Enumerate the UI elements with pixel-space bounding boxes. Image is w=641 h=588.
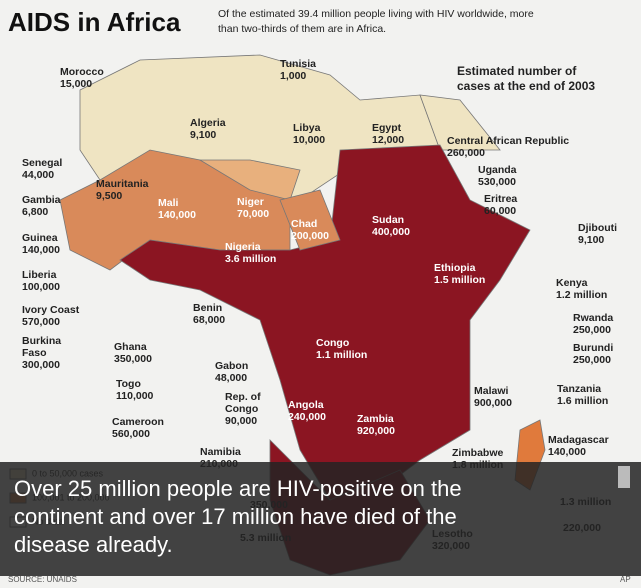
country-label: 6,800 [22,206,48,218]
country-label: 200,000 [291,230,329,242]
country-label: 10,000 [293,134,325,146]
country-label: Senegal [22,157,62,169]
country-label: 68,000 [193,314,225,326]
country-label: Zimbabwe [452,447,504,459]
source: SOURCE: UNAIDS [8,575,77,584]
country-label: 560,000 [112,428,150,440]
country-label: 250,000 [573,354,611,366]
country-label: Congo [225,403,258,415]
country-label: Gabon [215,360,248,372]
country-label: 1.6 million [557,395,608,407]
country-label: Burundi [573,342,613,354]
country-label: Faso [22,347,47,359]
chad [279,189,341,251]
country-label: 300,000 [22,359,60,371]
country-label: Tunisia [280,58,316,70]
country-label: Togo [116,378,141,390]
country-label: 140,000 [548,446,586,458]
country-label: Djibouti [578,222,617,234]
country-label: Uganda [478,164,517,176]
country-label: 530,000 [478,176,516,188]
legend-heading: Estimated number of [457,64,577,78]
legend-heading: cases at the end of 2003 [457,79,595,93]
high-region [119,144,531,501]
country-label: 44,000 [22,169,54,181]
caption-line: continent and over 17 million have died … [14,504,457,529]
country-label: 3.6 million [225,253,276,265]
country-label: Ghana [114,341,147,353]
country-label: 920,000 [357,425,395,437]
country-label: 1.5 million [434,274,485,286]
country-label: 9,500 [96,190,122,202]
country-label: Malawi [474,385,509,397]
country-label: 260,000 [447,147,485,159]
country-label: 140,000 [22,244,60,256]
country-label: Nigeria [225,241,261,253]
subtitle: Of the estimated 39.4 million people liv… [218,8,534,35]
country-label: Madagascar [548,434,609,446]
country-label: Tanzania [557,383,601,395]
country-label: Zambia [357,413,394,425]
country-label: Chad [291,218,317,230]
country-label: 12,000 [372,134,404,146]
country-label: Ethiopia [434,262,476,274]
country-label: Central African Republic [447,135,569,147]
title: AIDS in Africa [8,7,181,37]
country-label: Cameroon [112,416,164,428]
caption-overlay [0,462,641,576]
country-label: Libya [293,122,321,134]
country-label: Burkina [22,335,61,347]
country-label: Guinea [22,232,58,244]
country-label: 70,000 [237,208,269,220]
country-label: 1.1 million [316,349,367,361]
country-label: Angola [288,399,324,411]
country-label: Rwanda [573,312,613,324]
country-label: 140,000 [158,209,196,221]
country-label: Niger [237,196,264,208]
caption-line: disease already. [14,532,173,557]
country-label: 1,000 [280,70,306,82]
country-label: Mauritania [96,178,149,190]
country-label: Liberia [22,269,57,281]
country-label: 1.2 million [556,289,607,301]
country-label: Algeria [190,117,226,129]
country-label: 350,000 [114,353,152,365]
country-label: 570,000 [22,316,60,328]
mid-region [198,159,301,201]
scrollbar [618,466,630,488]
country-label: 240,000 [288,411,326,423]
country-label: Mali [158,197,179,209]
country-label: Rep. of [225,391,261,403]
country-label: Congo [316,337,349,349]
country-label: 60,000 [484,205,516,217]
low-region [419,94,501,151]
country-label: 9,100 [190,129,216,141]
country-label: Sudan [372,214,404,226]
caption-line: Over 25 million people are HIV-positive … [14,476,462,501]
country-label: 900,000 [474,397,512,409]
country-label: Morocco [60,66,104,78]
country-label: Ivory Coast [22,304,80,316]
subtitle-line: than two-thirds of them are in Africa. [218,23,386,35]
country-label: Kenya [556,277,588,289]
credit: AP [620,575,631,584]
country-label: 48,000 [215,372,247,384]
country-label: Eritrea [484,193,517,205]
country-label: 15,000 [60,78,92,90]
country-label: Gambia [22,194,61,206]
caption: Over 25 million people are HIV-positive … [14,476,462,557]
country-label: 90,000 [225,415,257,427]
country-label: 400,000 [372,226,410,238]
country-label: 110,000 [116,390,154,402]
country-label: 100,000 [22,281,60,293]
country-label: Egypt [372,122,402,134]
country-label: Namibia [200,446,241,458]
country-label: 250,000 [573,324,611,336]
subtitle-line: Of the estimated 39.4 million people liv… [218,8,534,20]
country-label: 9,100 [578,234,604,246]
country-label: Benin [193,302,222,314]
